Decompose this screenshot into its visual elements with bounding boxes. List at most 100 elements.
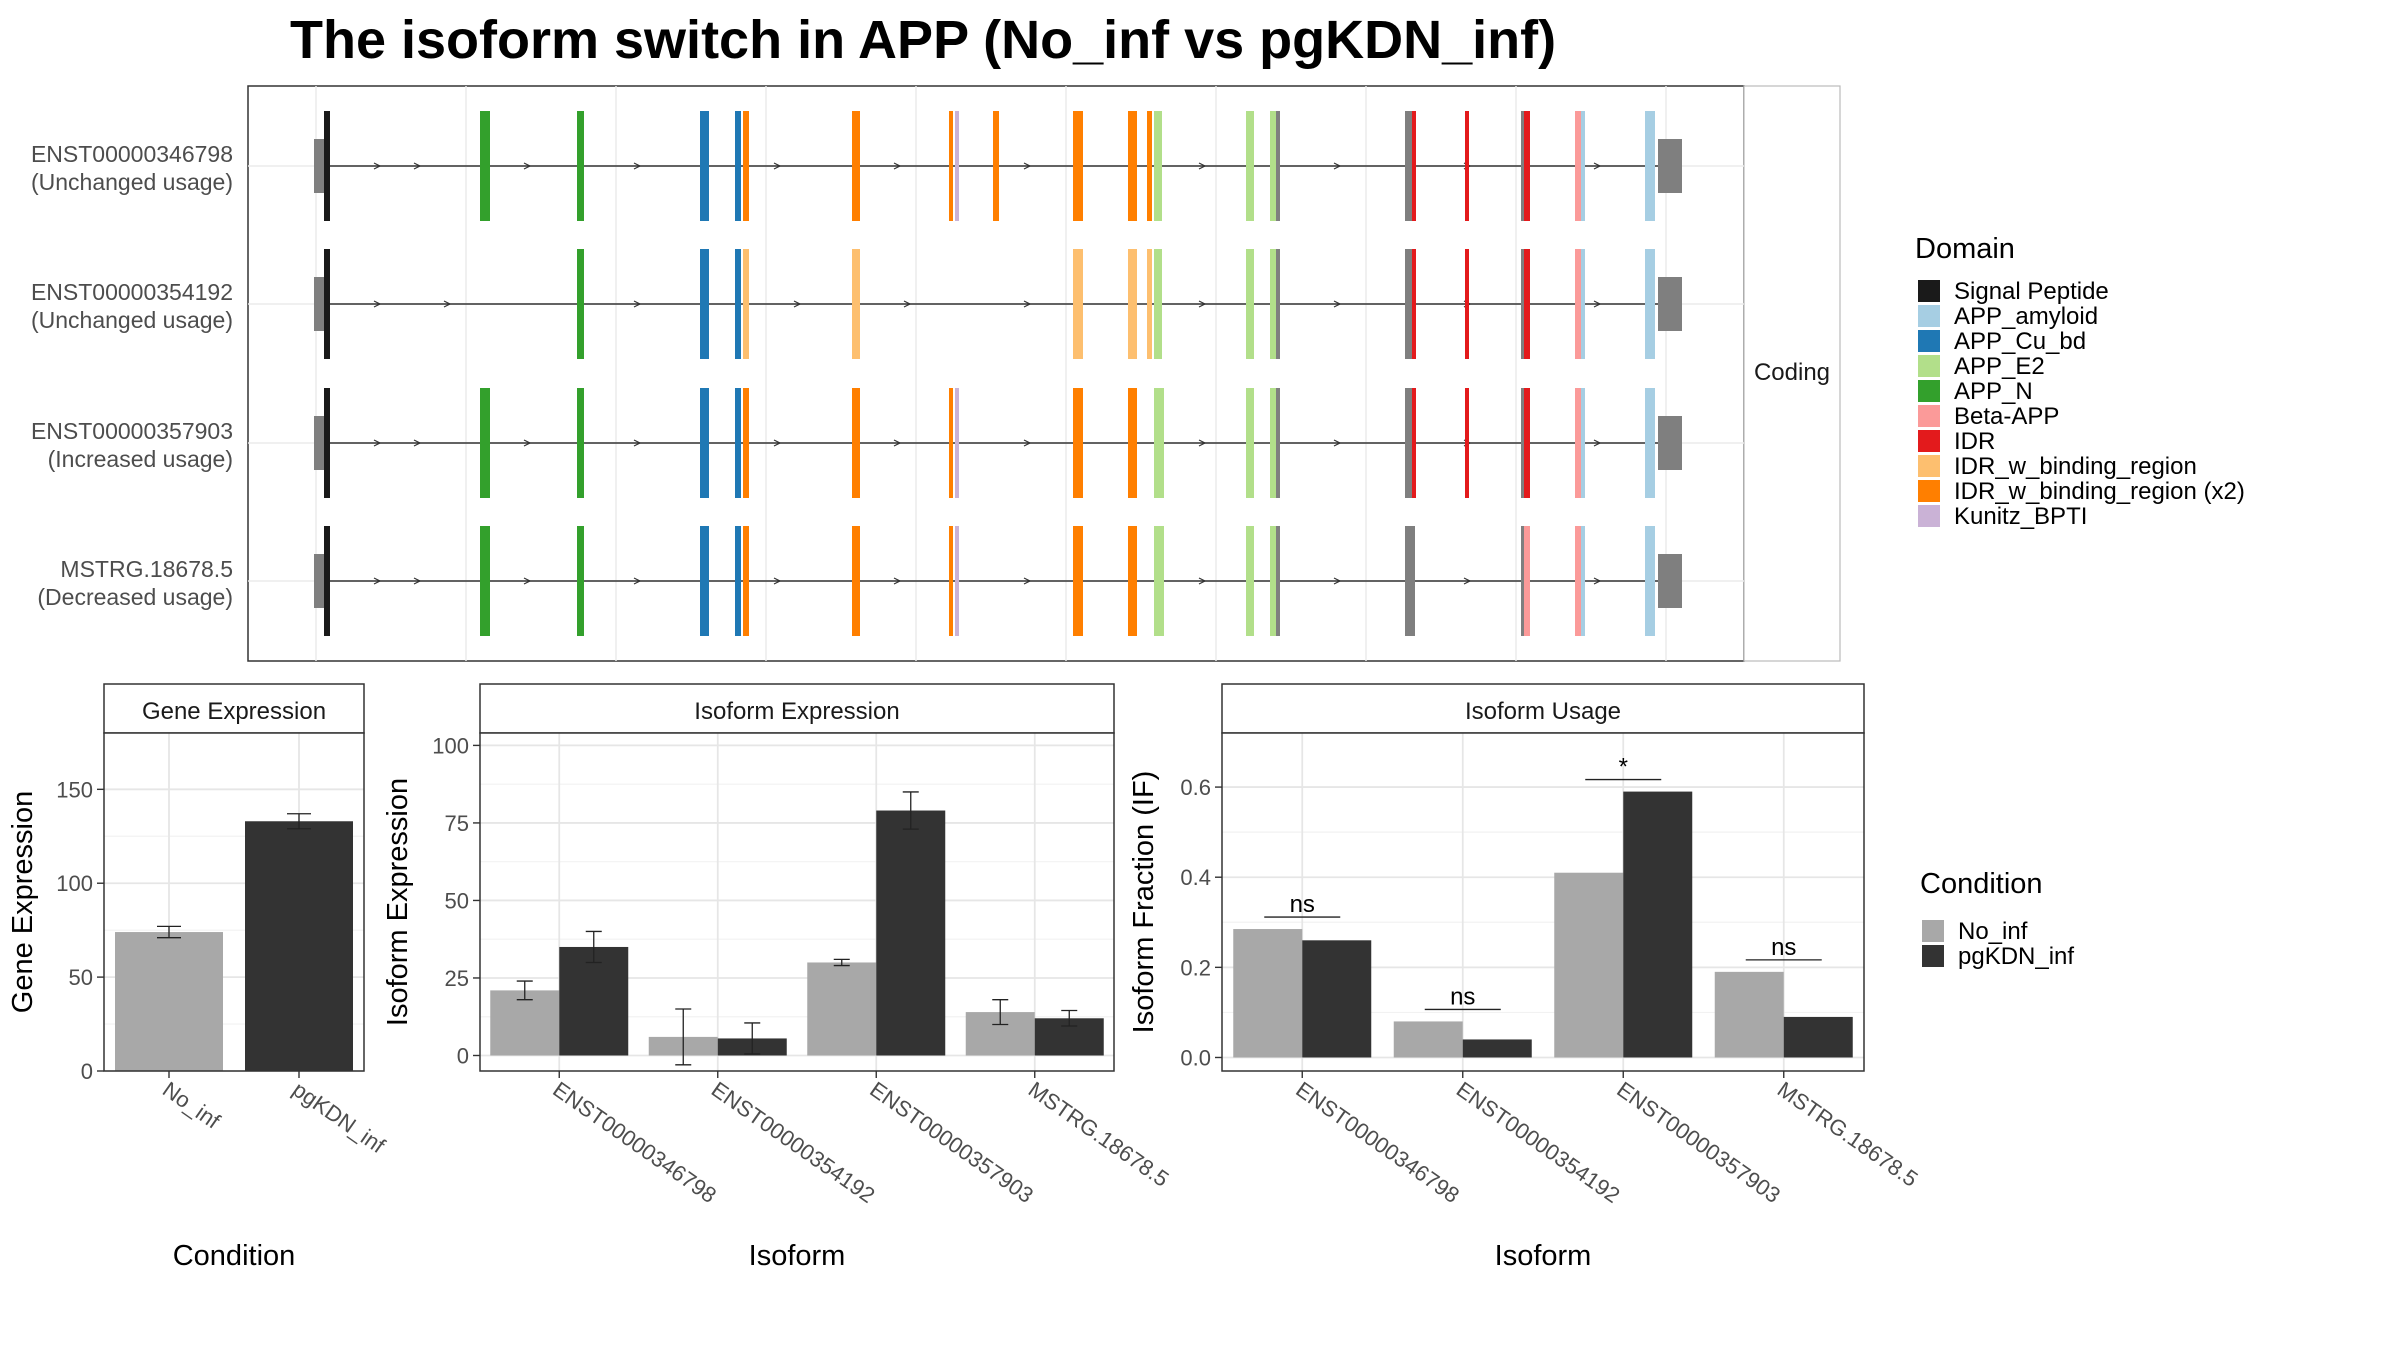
significance-label: ns (1290, 891, 1315, 918)
domain-legend-title: Domain (1915, 233, 2015, 265)
condition-legend-title: Condition (1920, 868, 2043, 900)
exon-utr (1405, 526, 1415, 636)
bar (245, 821, 353, 1071)
gene-expression-chart: Gene Expression 0 50 100 150 No_inf pgKDN_inf C… (7, 683, 390, 1272)
error-bar (992, 999, 1009, 1026)
exon-app-amyloid (1581, 388, 1585, 498)
direction-arrow (413, 439, 422, 447)
exon-app-e2 (1246, 526, 1254, 636)
direction-arrow (1023, 300, 1032, 308)
facet-strip-label: Isoform Usage (1465, 698, 1621, 725)
error-bar (585, 930, 602, 964)
figure-title: The isoform switch in APP (No_inf vs pgK… (290, 10, 1556, 70)
exon-app-n (577, 388, 584, 498)
direction-arrow (633, 439, 642, 447)
direction-arrow (773, 439, 782, 447)
exon-idr (1524, 111, 1530, 221)
legend-label: APP_amyloid (1954, 303, 2098, 330)
utr-3prime (1658, 554, 1682, 608)
transcript-row (314, 111, 1682, 221)
isoform-name-label: ENST00000354192 (31, 279, 233, 305)
isoform-usage-label: (Unchanged usage) (31, 169, 233, 195)
bar (807, 962, 877, 1056)
legend-swatch (1918, 355, 1940, 377)
y-tick-label: 75 (445, 811, 469, 836)
x-tick-label: ENST00000354192 (1452, 1077, 1625, 1208)
bar (1302, 940, 1372, 1058)
x-tick-label: ENST00000354192 (707, 1077, 880, 1208)
utr-5prime (314, 416, 325, 470)
exon-idr-w-binding-region-x2- (1147, 111, 1152, 221)
legend-label: Kunitz_BPTI (1954, 503, 2087, 530)
exon-kunitz-bpti (955, 111, 959, 221)
exon-idr (1412, 111, 1416, 221)
direction-arrow (893, 439, 902, 447)
exon-idr-w-binding-region-x2- (1128, 388, 1137, 498)
exon-utr (1276, 249, 1280, 359)
y-axis-title: Isoform Fraction (IF) (1128, 771, 1160, 1034)
x-tick-label: No_inf (158, 1077, 225, 1134)
direction-arrow (893, 162, 902, 170)
legend-swatch (1918, 330, 1940, 352)
direction-arrow (1198, 439, 1207, 447)
facet-strip (479, 683, 1115, 734)
direction-arrow (413, 162, 422, 170)
exon-utr (1521, 388, 1524, 498)
transcript-row (314, 526, 1682, 636)
exon-utr (1276, 111, 1280, 221)
bar (115, 932, 223, 1071)
legend-label: pgKDN_inf (1958, 943, 2074, 970)
exon-app-e2 (1270, 526, 1276, 636)
exon-signal-peptide (324, 388, 330, 498)
exon-app-n (577, 526, 584, 636)
exon-idr-w-binding-region-x2- (949, 526, 953, 636)
exon-idr (1465, 111, 1469, 221)
exon-signal-peptide (324, 111, 330, 221)
exon-idr-w-binding-region-x2- (1073, 111, 1083, 221)
significance-label: ns (1450, 983, 1475, 1010)
exon-app-n (480, 526, 490, 636)
y-tick-label: 0.2 (1180, 955, 1211, 980)
legend-swatch (1918, 280, 1940, 302)
exon-app-e2 (1154, 249, 1162, 359)
utr-3prime (1658, 139, 1682, 193)
direction-arrow (1333, 300, 1342, 308)
exon-idr (1412, 249, 1416, 359)
transcript-row (314, 388, 1682, 498)
x-axis-title: Condition (173, 1240, 296, 1272)
exon-app-cu-bd (735, 249, 741, 359)
exon-app-amyloid (1645, 111, 1655, 221)
exon-idr-w-binding-region-x2- (743, 388, 749, 498)
facet-strip-label: Isoform Expression (694, 698, 899, 725)
y-tick-label: 0.4 (1180, 865, 1211, 890)
direction-arrow (1593, 577, 1602, 585)
structure-facet-strip (1743, 85, 1841, 662)
bar (1783, 1016, 1853, 1058)
legend-label: IDR_w_binding_region (x2) (1954, 478, 2245, 505)
legend-label: No_inf (1958, 918, 2028, 945)
y-tick-label: 50 (445, 888, 469, 913)
bar (876, 810, 946, 1056)
exon-beta-app (1575, 249, 1581, 359)
exon-idr-w-binding-region-x2- (743, 526, 749, 636)
x-tick-label: ENST00000346798 (1291, 1077, 1464, 1208)
error-bar (287, 813, 311, 830)
structure-rows (314, 111, 1682, 636)
exon-app-e2 (1154, 526, 1164, 636)
direction-arrow (373, 577, 382, 585)
exon-idr-w-binding-region-x2- (743, 111, 749, 221)
bar (1554, 872, 1624, 1058)
direction-arrow (373, 300, 382, 308)
y-axis-title: Isoform Expression (382, 778, 414, 1026)
direction-arrow (773, 162, 782, 170)
utr-3prime (1658, 416, 1682, 470)
exon-signal-peptide (324, 526, 330, 636)
exon-idr-w-binding-region-x2- (1073, 526, 1083, 636)
bar (1393, 1021, 1463, 1058)
legend-swatch (1918, 505, 1940, 527)
exon-idr (1465, 388, 1469, 498)
y-tick-label: 0.0 (1180, 1045, 1211, 1070)
direction-arrow (1198, 162, 1207, 170)
bar (1233, 929, 1303, 1058)
